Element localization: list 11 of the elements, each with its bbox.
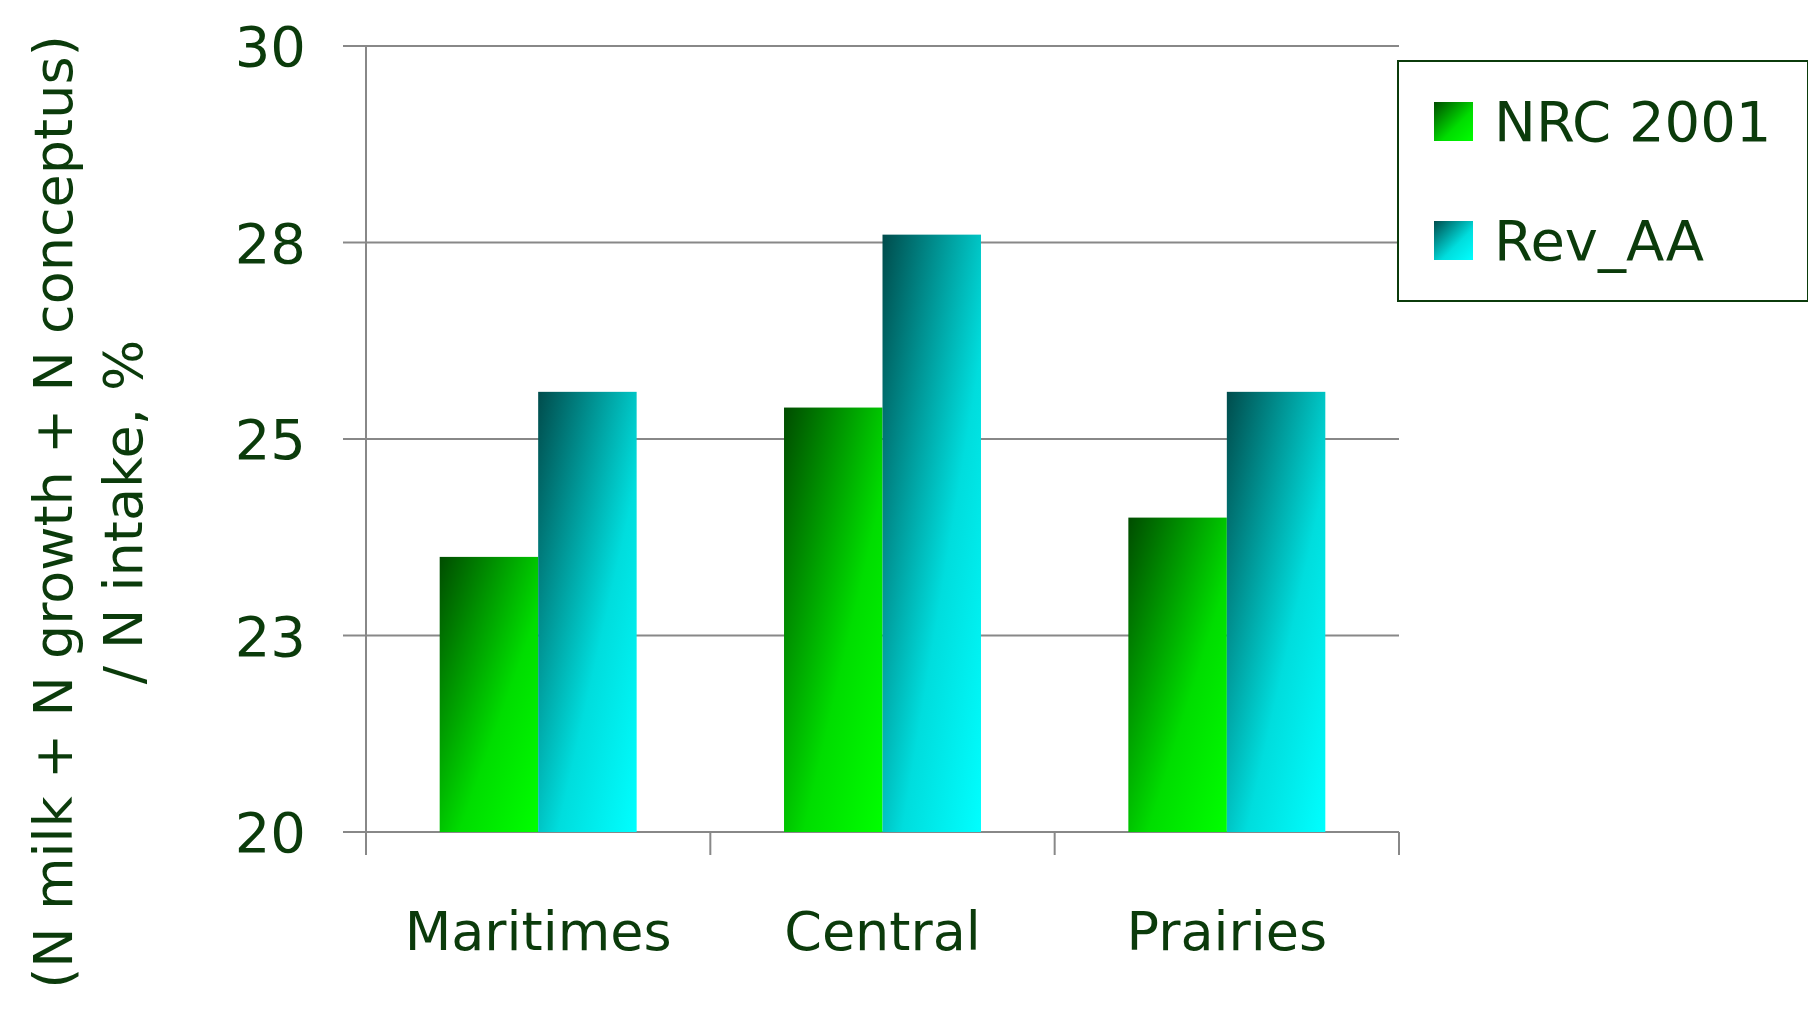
- y-tick-label: 23: [234, 603, 306, 669]
- x-tick-label: Maritimes: [404, 900, 672, 963]
- y-tick-label: 25: [234, 407, 306, 473]
- y-tick-label: 20: [234, 800, 306, 866]
- x-tick-label: Central: [784, 900, 981, 963]
- legend-label: Rev_AA: [1494, 208, 1705, 274]
- y-tick-label: 30: [234, 14, 306, 80]
- legend-label: NRC 2001: [1494, 89, 1772, 155]
- x-tick-label: Prairies: [1126, 900, 1328, 963]
- y-axis-title: (N milk + N growth + N conceptus) / N intake, %: [22, 35, 155, 989]
- y-tick-label: 28: [234, 210, 306, 276]
